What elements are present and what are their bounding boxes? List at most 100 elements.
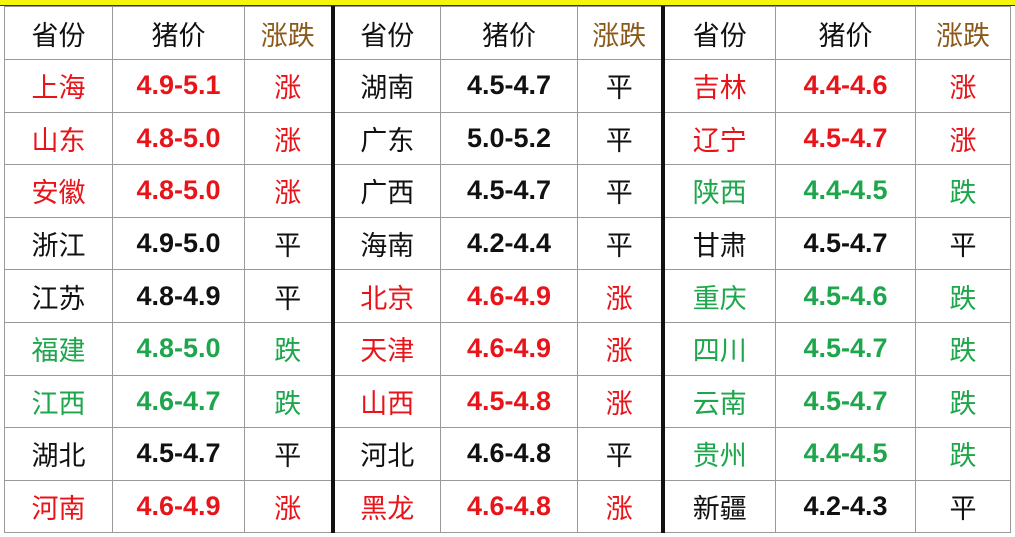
change-cell: 平: [577, 111, 663, 166]
province-cell: 湖北: [4, 427, 113, 481]
price-cell: 4.5-4.7: [775, 111, 916, 166]
province-cell: 重庆: [660, 269, 776, 323]
table-row: 安徽 4.8-5.0 涨广西 4.5-4.7 平陕西 4.4-4.5 跌: [4, 164, 1011, 218]
price-cell: 4.5-4.7: [112, 427, 245, 481]
price-cell: 4.8-5.0: [112, 111, 245, 166]
change-cell: 跌: [915, 321, 1011, 376]
change-cell: 涨: [577, 374, 663, 429]
price-cell: 4.5-4.7: [440, 59, 578, 113]
change-cell: 涨: [244, 479, 333, 534]
price-cell: 4.9-5.0: [112, 216, 245, 271]
province-cell: 浙江: [4, 216, 113, 271]
change-cell: 平: [244, 269, 333, 323]
table-row: 湖北 4.5-4.7 平河北 4.6-4.8 平贵州 4.4-4.5 跌: [4, 427, 1011, 481]
table-row: 河南 4.6-4.9 涨黑龙 4.6-4.8 涨新疆 4.2-4.3 平: [4, 479, 1011, 534]
price-cell: 4.4-4.5: [775, 427, 916, 481]
change-cell: 跌: [915, 269, 1011, 323]
province-cell: 广东: [330, 111, 441, 166]
table-row: 山东 4.8-5.0 涨广东 5.0-5.2 平辽宁 4.5-4.7 涨: [4, 111, 1011, 166]
header-change: 涨跌: [577, 6, 663, 60]
province-cell: 江西: [4, 374, 113, 429]
table-row: 浙江 4.9-5.0 平海南 4.2-4.4 平甘肃 4.5-4.7 平: [4, 216, 1011, 271]
price-cell: 4.6-4.9: [112, 479, 245, 534]
change-cell: 跌: [244, 374, 333, 429]
change-cell: 涨: [577, 321, 663, 376]
price-cell: 4.5-4.7: [775, 321, 916, 376]
price-cell: 4.8-5.0: [112, 164, 245, 218]
price-cell: 4.6-4.8: [440, 479, 578, 534]
change-cell: 跌: [915, 164, 1011, 218]
header-price: 猪价: [440, 6, 578, 60]
price-cell: 4.9-5.1: [112, 59, 245, 113]
price-cell: 4.5-4.7: [440, 164, 578, 218]
change-cell: 平: [915, 216, 1011, 271]
province-cell: 黑龙: [330, 479, 441, 534]
header-province: 省份: [330, 6, 441, 60]
price-cell: 4.5-4.6: [775, 269, 916, 323]
province-cell: 陕西: [660, 164, 776, 218]
header-province: 省份: [4, 6, 113, 60]
change-cell: 平: [244, 216, 333, 271]
change-cell: 跌: [915, 427, 1011, 481]
province-cell: 辽宁: [660, 111, 776, 166]
price-cell: 4.8-5.0: [112, 321, 245, 376]
change-cell: 跌: [915, 374, 1011, 429]
price-cell: 4.6-4.9: [440, 321, 578, 376]
price-cell: 4.6-4.9: [440, 269, 578, 323]
change-cell: 跌: [244, 321, 333, 376]
change-cell: 平: [577, 59, 663, 113]
change-cell: 涨: [244, 164, 333, 218]
province-cell: 山东: [4, 111, 113, 166]
header-change: 涨跌: [244, 6, 333, 60]
province-cell: 贵州: [660, 427, 776, 481]
province-cell: 广西: [330, 164, 441, 218]
province-cell: 北京: [330, 269, 441, 323]
change-cell: 涨: [244, 111, 333, 166]
top-bar: [0, 0, 1015, 6]
province-cell: 四川: [660, 321, 776, 376]
price-cell: 4.4-4.6: [775, 59, 916, 113]
province-cell: 天津: [330, 321, 441, 376]
price-cell: 4.8-4.9: [112, 269, 245, 323]
province-cell: 安徽: [4, 164, 113, 218]
change-cell: 涨: [577, 269, 663, 323]
header-change: 涨跌: [915, 6, 1011, 60]
price-cell: 4.5-4.7: [775, 374, 916, 429]
price-cell: 4.2-4.3: [775, 479, 916, 534]
province-cell: 河南: [4, 479, 113, 534]
change-cell: 平: [915, 479, 1011, 534]
province-cell: 福建: [4, 321, 113, 376]
province-cell: 山西: [330, 374, 441, 429]
change-cell: 涨: [244, 59, 333, 113]
price-cell: 4.6-4.8: [440, 427, 578, 481]
province-cell: 新疆: [660, 479, 776, 534]
change-cell: 平: [577, 216, 663, 271]
province-cell: 吉林: [660, 59, 776, 113]
price-cell: 4.4-4.5: [775, 164, 916, 218]
province-cell: 江苏: [4, 269, 113, 323]
price-cell: 4.5-4.7: [775, 216, 916, 271]
province-cell: 上海: [4, 59, 113, 113]
change-cell: 平: [244, 427, 333, 481]
price-cell: 5.0-5.2: [440, 111, 578, 166]
change-cell: 涨: [577, 479, 663, 534]
province-cell: 海南: [330, 216, 441, 271]
change-cell: 涨: [915, 59, 1011, 113]
price-cell: 4.6-4.7: [112, 374, 245, 429]
header-price: 猪价: [775, 6, 916, 60]
header-price: 猪价: [112, 6, 245, 60]
change-cell: 平: [577, 164, 663, 218]
province-cell: 河北: [330, 427, 441, 481]
pig-price-table: 省份 猪价 涨跌 省份 猪价 涨跌 省份 猪价 涨跌 上海 4.9-5.1 涨湖南 4.5-4.7 平吉林…: [4, 6, 1011, 534]
table-row: 上海 4.9-5.1 涨湖南 4.5-4.7 平吉林 4.4-4.6 涨: [4, 59, 1011, 113]
table-row: 福建 4.8-5.0 跌天津 4.6-4.9 涨四川 4.5-4.7 跌: [4, 321, 1011, 376]
change-cell: 平: [577, 427, 663, 481]
province-cell: 湖南: [330, 59, 441, 113]
province-cell: 甘肃: [660, 216, 776, 271]
province-cell: 云南: [660, 374, 776, 429]
table-row: 江苏 4.8-4.9 平北京 4.6-4.9 涨重庆 4.5-4.6 跌: [4, 269, 1011, 323]
header-row: 省份 猪价 涨跌 省份 猪价 涨跌 省份 猪价 涨跌: [4, 6, 1011, 60]
price-cell: 4.5-4.8: [440, 374, 578, 429]
price-cell: 4.2-4.4: [440, 216, 578, 271]
table-row: 江西 4.6-4.7 跌山西 4.5-4.8 涨云南 4.5-4.7 跌: [4, 374, 1011, 429]
